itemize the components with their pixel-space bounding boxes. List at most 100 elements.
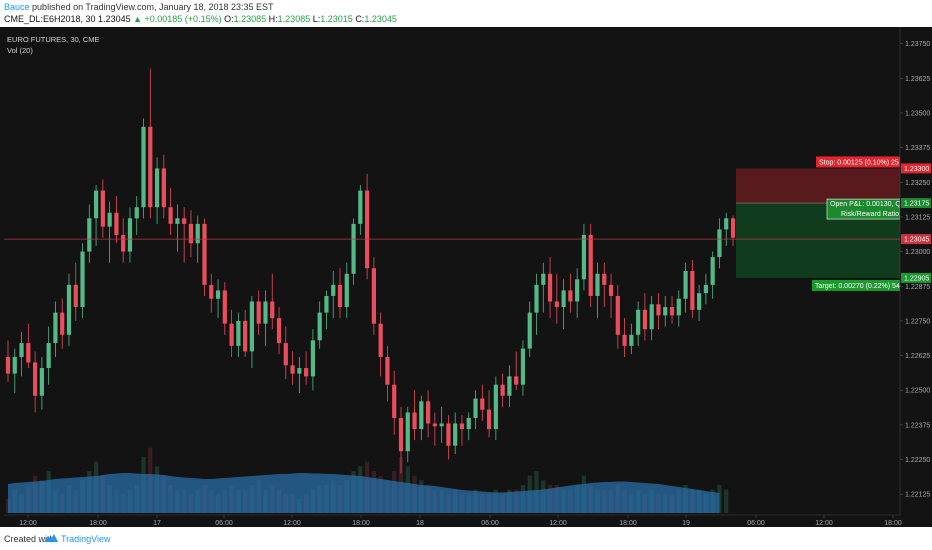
price-tick-label: 1.23250	[905, 180, 930, 187]
candle-body	[561, 290, 566, 308]
price-tick-label: 1.22875	[905, 284, 930, 291]
candle-body	[290, 365, 295, 374]
candle-body	[60, 312, 65, 335]
high-value: 1.23085	[277, 14, 311, 24]
candle-body	[141, 126, 146, 208]
entry-price-tag: 1.23175	[904, 201, 929, 208]
candle-body	[80, 251, 85, 308]
candle-body	[134, 207, 139, 219]
time-tick-label: 06:00	[215, 520, 233, 527]
candle-body	[703, 284, 708, 294]
target-label-box	[812, 279, 900, 291]
candle-body	[114, 212, 119, 235]
tradingview-link[interactable]: TradingView	[61, 534, 111, 544]
candle-body	[581, 234, 587, 280]
candle-body	[236, 320, 241, 346]
candle-body	[175, 218, 180, 224]
candle-body	[398, 417, 404, 452]
price-tags: 1.23300 1.23175 1.23045 1.22905	[901, 163, 931, 283]
stop-price-tag-bg	[901, 163, 931, 174]
candle-body	[324, 295, 329, 313]
candle-body	[26, 343, 31, 363]
candle-body	[12, 356, 17, 374]
candle-body	[297, 368, 302, 374]
publish-info: Bauce published on TradingView.com, Janu…	[4, 2, 274, 12]
candle-body	[66, 284, 72, 335]
entry-price-tag-bg	[901, 198, 931, 209]
stop-label: Stop: 0.00125 (0.10%) 25	[819, 159, 899, 166]
candle-body	[514, 376, 519, 385]
open-value: 1.23085	[233, 14, 267, 24]
candle-body	[697, 293, 702, 310]
stop-zone	[736, 168, 900, 204]
time-tick-label: 18	[416, 520, 424, 527]
candle-body	[365, 190, 370, 269]
candle-body	[419, 401, 424, 430]
price-tick-label: 1.23125	[905, 214, 930, 221]
candle-body	[405, 412, 410, 452]
candle-body	[39, 368, 44, 396]
volume-ma-area	[8, 473, 720, 513]
candle-body	[527, 312, 532, 349]
candle-body	[663, 307, 668, 316]
author-link[interactable]: Bauce	[4, 2, 30, 12]
candle-body	[608, 284, 614, 296]
candle-body	[5, 356, 11, 374]
ohlc-line: CME_DL:E6H2018, 30 1.23045 ▲ +0.00185 (+…	[4, 14, 397, 24]
chart-header: Bauce published on TradingView.com, Janu…	[0, 0, 932, 27]
candle-body	[507, 376, 512, 396]
price-tick-label: 1.23625	[905, 76, 930, 83]
candle-body	[229, 323, 234, 346]
time-axis[interactable]: 12:00 18:00 17 06:00 12:00 18:00 18 06:00 12:00 1…	[19, 515, 902, 527]
candle-body	[378, 323, 383, 357]
created-with-text: Created with	[4, 534, 55, 544]
candle-body	[100, 190, 105, 227]
candle-body	[46, 343, 51, 369]
candle-body	[412, 412, 417, 430]
price-tick-label: 1.22750	[905, 318, 930, 325]
candle-body	[446, 423, 451, 446]
candle-body	[575, 279, 580, 302]
price-chart[interactable]: Stop: 0.00125 (0.10%) 25 Open P&L: 0.001…	[0, 27, 932, 527]
candle-body	[317, 312, 322, 341]
candle-body	[453, 423, 458, 446]
candle-body	[385, 356, 390, 385]
candle-body	[473, 398, 478, 418]
price-tick-label: 1.22250	[905, 457, 930, 464]
candle-body	[636, 309, 641, 335]
candle-body	[344, 273, 349, 308]
time-tick-label: 12:00	[815, 520, 833, 527]
candle-body	[202, 223, 207, 285]
low-label: L:	[312, 14, 321, 24]
time-tick-label: 06:00	[747, 520, 765, 527]
candle-body	[270, 301, 275, 319]
candle-body	[371, 268, 376, 324]
high-label: H:	[268, 14, 278, 24]
candle-body	[547, 273, 553, 302]
candle-body	[669, 307, 675, 316]
candle-body	[717, 229, 722, 258]
price-axis[interactable]: 1.23750 1.23625 1.23500 1.23375 1.23250 1.231…	[900, 41, 930, 499]
candle-body	[148, 126, 153, 208]
target-price-tag: 1.22905	[904, 275, 929, 282]
candle-body	[568, 290, 573, 302]
position-zones[interactable]	[736, 168, 900, 278]
stop-label-box	[816, 156, 900, 168]
current-price-tag: 1.23045	[904, 237, 929, 244]
candle-body	[249, 301, 255, 352]
candle-body	[730, 218, 736, 238]
price-tick-label: 1.23000	[905, 249, 930, 256]
price-tick-label: 1.23375	[905, 145, 930, 152]
target-label: Target: 0.00270 (0.22%) 54	[815, 283, 900, 290]
candle-body	[168, 207, 173, 224]
candle-body	[19, 343, 24, 357]
candle-body	[127, 218, 133, 252]
pnl-label: Open P&L: 0.00130, Q	[830, 201, 901, 208]
candle-body	[310, 340, 316, 377]
chart-legend-title: EURO FUTURES, 30, CME	[7, 35, 100, 44]
candle-body	[256, 301, 261, 324]
target-price-tag-bg	[901, 272, 931, 283]
time-tick-label: 17	[153, 520, 161, 527]
symbol-line: CME_DL:E6H2018, 30 1.23045	[4, 14, 131, 24]
candle-body	[683, 271, 688, 299]
